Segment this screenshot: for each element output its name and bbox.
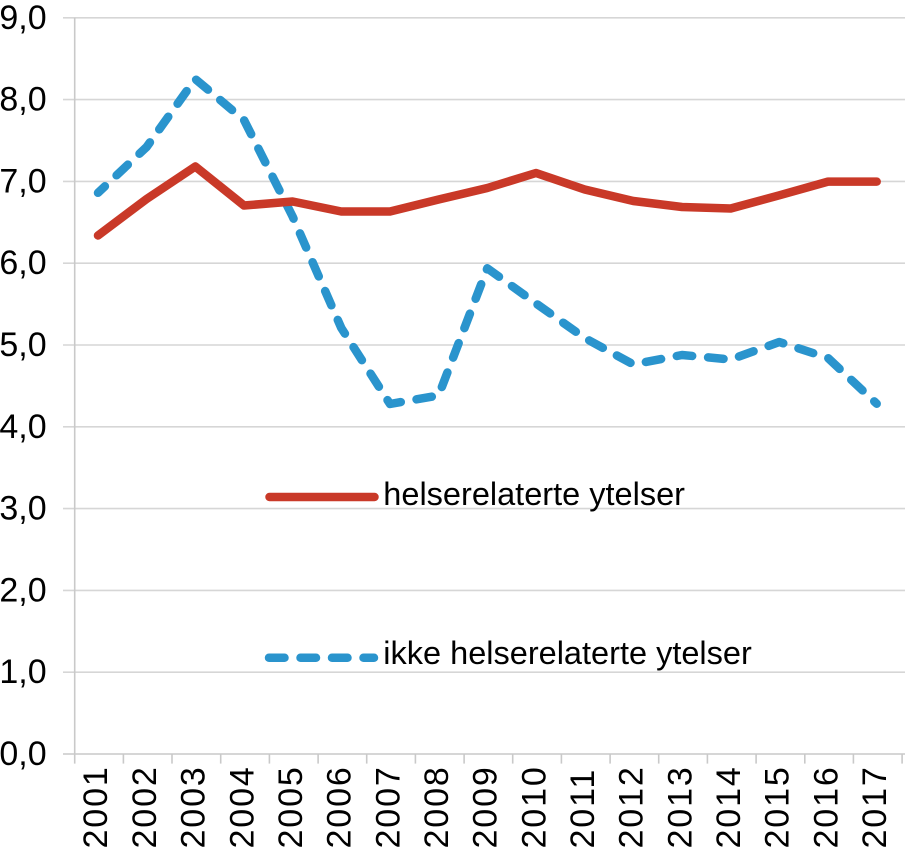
svg-text:2012: 2012 [613, 765, 651, 848]
svg-text:ikke helserelaterte ytelser: ikke helserelaterte ytelser [383, 635, 752, 671]
svg-text:2015: 2015 [759, 765, 797, 848]
svg-text:2007: 2007 [369, 765, 407, 848]
svg-text:2003: 2003 [175, 765, 213, 848]
svg-text:2017: 2017 [856, 765, 894, 848]
svg-text:6,0: 6,0 [0, 244, 47, 282]
svg-text:2004: 2004 [223, 765, 261, 848]
svg-text:5,0: 5,0 [0, 326, 47, 364]
svg-text:2013: 2013 [661, 765, 699, 848]
svg-text:helserelaterte ytelser: helserelaterte ytelser [383, 476, 685, 512]
svg-text:3,0: 3,0 [0, 490, 47, 528]
svg-text:4,0: 4,0 [0, 408, 47, 446]
svg-text:9,0: 9,0 [0, 0, 47, 37]
svg-text:2011: 2011 [564, 768, 602, 849]
svg-text:2010: 2010 [515, 765, 553, 848]
svg-text:2008: 2008 [418, 765, 456, 848]
svg-text:2005: 2005 [272, 765, 310, 848]
svg-text:1,0: 1,0 [0, 653, 47, 691]
svg-text:2014: 2014 [710, 765, 748, 848]
svg-text:2006: 2006 [321, 765, 359, 848]
svg-text:2002: 2002 [126, 765, 164, 848]
svg-text:7,0: 7,0 [0, 162, 47, 200]
svg-text:2016: 2016 [807, 765, 845, 848]
svg-text:0,0: 0,0 [0, 735, 47, 773]
svg-text:2001: 2001 [77, 765, 115, 848]
svg-text:2009: 2009 [467, 765, 505, 848]
svg-text:2,0: 2,0 [0, 571, 47, 609]
svg-text:8,0: 8,0 [0, 81, 47, 119]
